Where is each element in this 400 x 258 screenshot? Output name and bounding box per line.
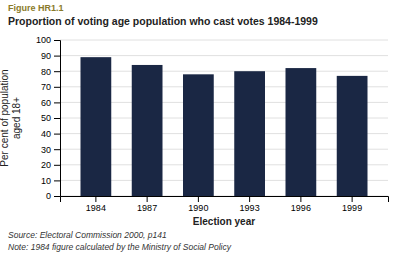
y-tick-label: 30 xyxy=(41,145,51,155)
y-tick-mark xyxy=(54,40,60,41)
x-axis-line xyxy=(61,197,389,203)
y-tick-label: 60 xyxy=(41,98,51,108)
x-tick: 1990 xyxy=(188,196,208,213)
y-axis: 0 10 20 30 40 50 60 70 80 90 100 xyxy=(36,35,61,201)
y-tick-label: 20 xyxy=(41,160,51,170)
x-tick: 1999 xyxy=(342,196,362,213)
x-tick-label: 1990 xyxy=(188,203,208,213)
y-tick-label: 0 xyxy=(46,191,51,201)
x-tick-mark xyxy=(249,196,250,202)
y-tick-mark xyxy=(54,180,60,181)
x-axis-title: Election year xyxy=(193,216,255,227)
x-tick-mark xyxy=(95,196,96,202)
y-tick-label: 10 xyxy=(41,176,51,186)
bars xyxy=(81,57,368,196)
x-tick-mark xyxy=(147,196,148,202)
title: Proportion of voting age population who … xyxy=(8,15,318,27)
y-axis-line xyxy=(54,41,61,197)
x-tick-mark xyxy=(198,196,199,202)
bar xyxy=(183,74,214,196)
x-tick-mark xyxy=(300,196,301,202)
x-tick-label: 1996 xyxy=(291,203,311,213)
grid-line xyxy=(60,55,388,56)
x-axis: 1984 1987 1990 1993 1996 1999 xyxy=(61,196,389,213)
x-tick-label: 1987 xyxy=(137,203,157,213)
y-tick: 60 xyxy=(41,98,60,108)
y-tick-mark xyxy=(54,56,60,57)
y-tick-mark xyxy=(54,196,60,197)
x-tick: 1993 xyxy=(240,196,260,213)
x-tick: 1984 xyxy=(86,196,106,213)
x-tick-label: 1999 xyxy=(342,203,362,213)
x-tick-label: 1984 xyxy=(86,203,106,213)
bar xyxy=(337,76,368,196)
y-tick-mark xyxy=(54,134,60,135)
bar xyxy=(81,57,112,196)
grid xyxy=(60,40,388,196)
bar xyxy=(132,65,163,196)
annotation: Note: 1984 figure calculated by the Mini… xyxy=(8,242,232,252)
y-tick: 0 xyxy=(46,191,60,201)
bar xyxy=(286,68,317,196)
y-tick: 80 xyxy=(41,67,60,77)
x-tick: 1996 xyxy=(291,196,311,213)
figure-label: Figure HR1.1 xyxy=(8,3,64,13)
y-tick: 90 xyxy=(41,51,60,61)
y-tick: 40 xyxy=(41,129,60,139)
y-tick: 70 xyxy=(41,82,60,92)
y-tick: 20 xyxy=(41,160,60,170)
y-tick: 30 xyxy=(41,145,60,155)
x-tick-label: 1993 xyxy=(240,203,260,213)
y-axis-title: Per cent of populationaged 18+ xyxy=(0,69,22,166)
y-tick-label: 70 xyxy=(41,82,51,92)
y-tick-label: 100 xyxy=(36,35,51,45)
y-tick: 50 xyxy=(41,113,60,123)
bar xyxy=(234,71,265,196)
y-tick-mark xyxy=(54,71,60,72)
y-tick-mark xyxy=(54,165,60,166)
y-tick-label: 90 xyxy=(41,51,51,61)
y-tick-mark xyxy=(54,102,60,103)
x-tick: 1987 xyxy=(137,196,157,213)
y-tick-mark xyxy=(54,118,60,119)
y-tick-label: 40 xyxy=(41,129,51,139)
plot: 1984 1987 1990 1993 1996 1999 0 10 20 30 40 50 60 70 8… xyxy=(0,35,389,227)
grid-line xyxy=(60,40,388,41)
y-tick-mark xyxy=(54,149,60,150)
y-tick-mark xyxy=(54,87,60,88)
y-tick: 10 xyxy=(41,176,60,186)
annotation: Source: Electoral Commission 2000, p141 xyxy=(8,230,167,240)
y-tick-label: 80 xyxy=(41,67,51,77)
chart: Figure HR1.1 Proportion of voting age pop… xyxy=(0,0,400,258)
y-tick: 100 xyxy=(36,35,60,45)
y-tick-label: 50 xyxy=(41,113,51,123)
x-tick-mark xyxy=(352,196,353,202)
